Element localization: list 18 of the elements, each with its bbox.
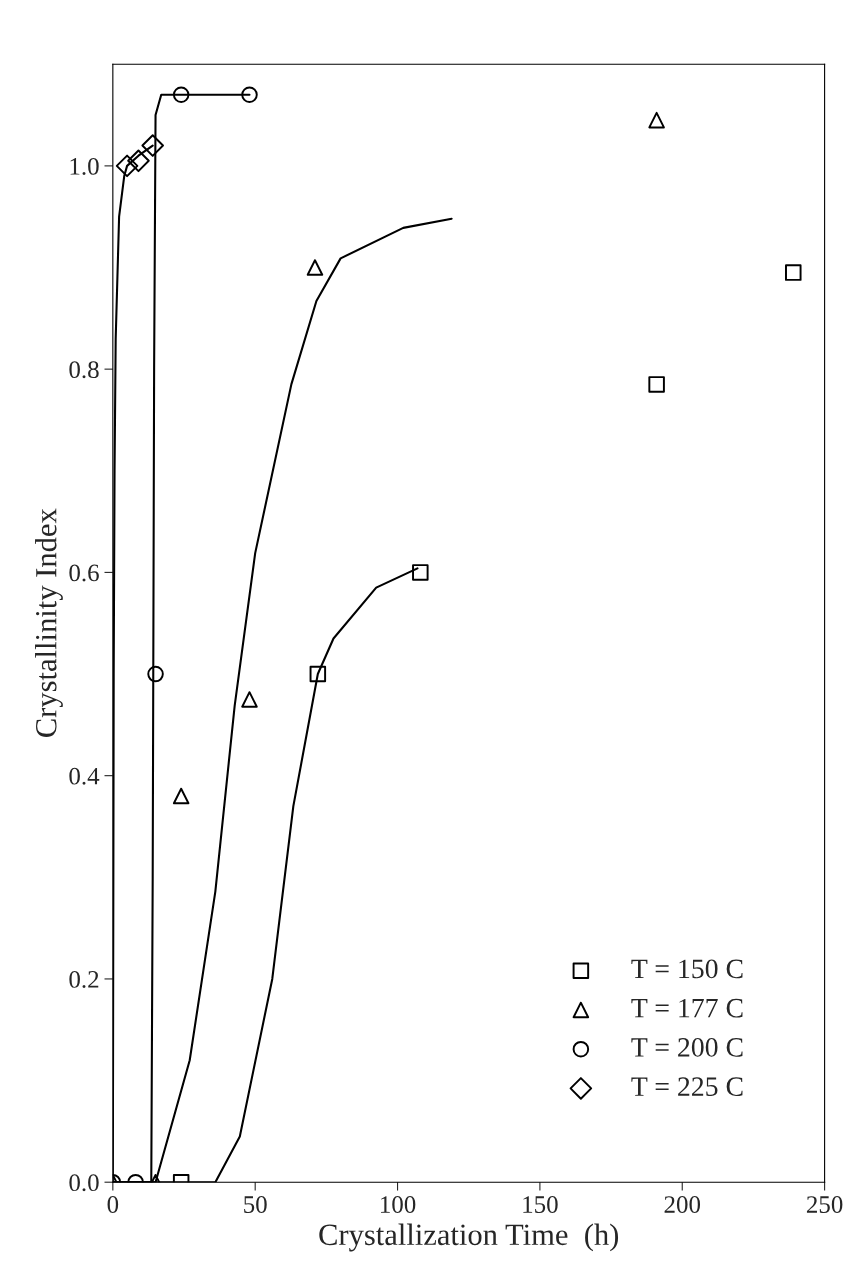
x-tick-label: 50: [244, 1196, 267, 1213]
x-tick-label: 100: [380, 1196, 416, 1213]
x-axis-title: Crystallization Time (h): [319, 1223, 619, 1252]
legend-label: T = 200 C: [631, 1038, 743, 1057]
y-axis-title: Crystallinity Index: [35, 508, 63, 737]
y-tick-label: 1.0: [70, 157, 99, 175]
legend-label: T = 150 C: [631, 959, 743, 979]
x-tick-label: 250: [806, 1196, 843, 1213]
y-tick-label: 0.6: [69, 564, 99, 582]
legend-label: T = 177 C: [631, 998, 743, 1018]
y-tick-label: 0.4: [69, 767, 100, 785]
x-tick-label: 200: [664, 1196, 701, 1213]
y-tick-label: 0.2: [69, 970, 99, 988]
y-tick-label: 0.8: [69, 361, 99, 379]
x-tick-label: 0: [107, 1196, 119, 1213]
legend-label: T = 225 C: [631, 1077, 743, 1096]
x-tick-label: 150: [523, 1196, 558, 1213]
y-tick-label: 0.0: [69, 1174, 99, 1192]
